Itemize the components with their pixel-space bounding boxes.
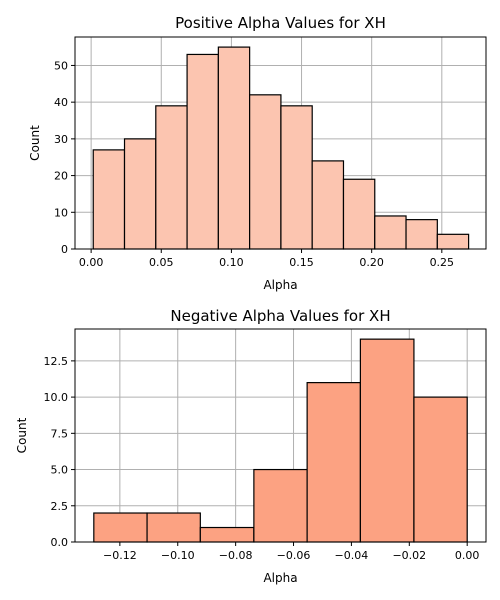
plot-frame: [74, 328, 487, 543]
chart-negative-alpha: −0.12 −0.10 −0.08 −0.06 −0.04 −0.02 0.00 0.0 2.5…: [15, 307, 487, 585]
histogram-bar: [405, 219, 438, 250]
histogram-bar: [146, 512, 201, 543]
histogram-bar: [436, 233, 470, 250]
histogram-bar: [374, 215, 407, 250]
x-tick-label: −0.04: [335, 549, 369, 562]
y-tick-label: 10.0: [44, 391, 69, 404]
histogram-bar: [217, 46, 251, 250]
y-tick-label: 20: [54, 170, 68, 183]
histogram-bar: [342, 178, 376, 250]
histogram-bar: [413, 396, 468, 543]
y-tick-label: 2.5: [51, 500, 69, 513]
x-tick-label: 0.00: [79, 256, 104, 269]
x-axis-label: Alpha: [263, 571, 297, 585]
x-tick-label: −0.08: [219, 549, 253, 562]
histogram-bar: [311, 160, 345, 250]
histogram-bar: [123, 138, 157, 250]
y-tick-label: 10: [54, 206, 68, 219]
y-tick-label: 40: [54, 96, 68, 109]
y-tick-label: 0: [61, 243, 68, 256]
x-tick-label: −0.10: [161, 549, 195, 562]
histogram-bar: [199, 526, 255, 543]
chart-positive-alpha: 0.00 0.05 0.10 0.15 0.20 0.25 0 10 20 30 40 50 Posit…: [28, 14, 487, 292]
y-axis-label: Count: [28, 125, 42, 161]
x-tick-label: 0.25: [430, 256, 455, 269]
chart-title: Negative Alpha Values for XH: [170, 307, 390, 325]
histogram-bar: [306, 382, 361, 543]
histogram-bar: [359, 338, 415, 543]
histogram-bar: [249, 94, 282, 250]
y-tick-label: 30: [54, 133, 68, 146]
x-tick-label: 0.00: [455, 549, 480, 562]
y-tick-label: 12.5: [44, 355, 69, 368]
y-tick-label: 7.5: [51, 427, 69, 440]
y-tick-label: 0.0: [51, 536, 69, 549]
x-tick-label: −0.12: [103, 549, 137, 562]
x-tick-label: −0.06: [277, 549, 311, 562]
y-axis-label: Count: [15, 417, 29, 453]
x-tick-label: 0.05: [149, 256, 174, 269]
histogram-bar: [93, 512, 148, 543]
histogram-bar: [155, 105, 188, 250]
histogram-bar: [253, 468, 308, 543]
x-tick-label: 0.15: [289, 256, 314, 269]
histogram-bar: [92, 149, 126, 250]
x-axis-label: Alpha: [263, 278, 297, 292]
y-tick-label: 5.0: [51, 464, 69, 477]
x-tick-label: 0.20: [359, 256, 384, 269]
histogram-bar: [280, 105, 313, 250]
y-tick-label: 50: [54, 59, 68, 72]
chart-title: Positive Alpha Values for XH: [175, 14, 386, 32]
histogram-bar: [186, 53, 219, 250]
x-tick-label: −0.02: [392, 549, 426, 562]
x-tick-label: 0.10: [219, 256, 244, 269]
plot-frame: [74, 36, 487, 250]
